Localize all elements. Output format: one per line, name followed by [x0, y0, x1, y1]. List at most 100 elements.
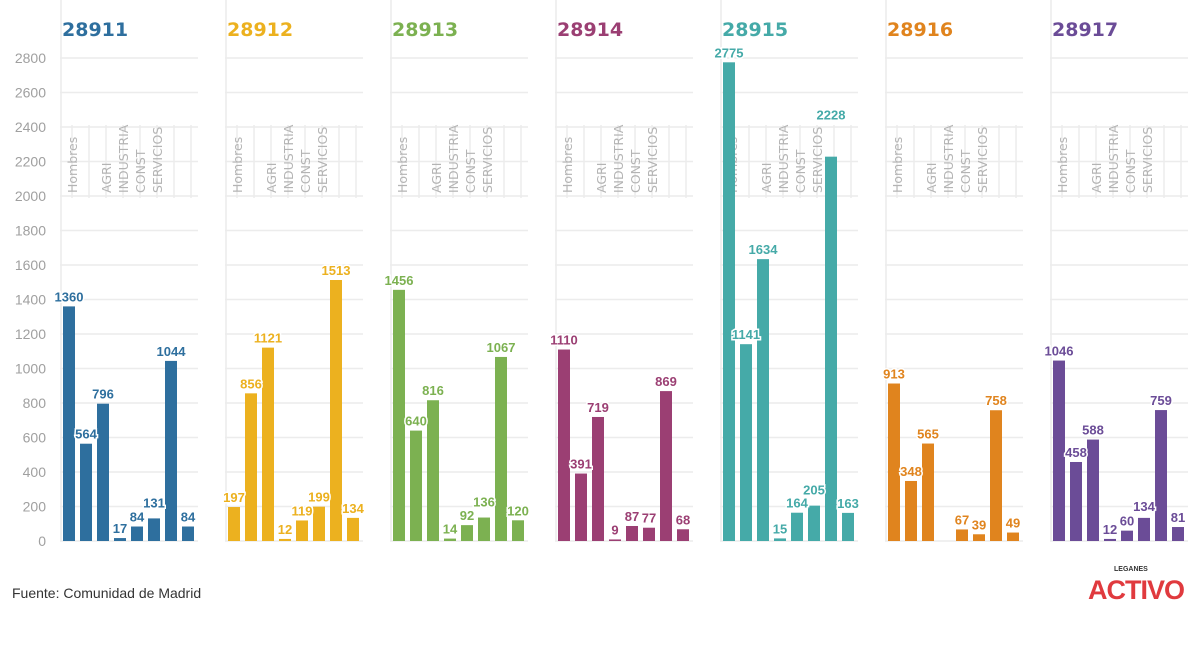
bar — [575, 473, 587, 541]
bar — [626, 525, 638, 541]
bar — [313, 506, 325, 541]
data-label: 84 — [130, 510, 145, 525]
data-label: 87 — [625, 509, 639, 524]
category-label: CONST — [133, 149, 148, 193]
data-label: 2228 — [817, 108, 846, 123]
bar — [990, 410, 1002, 541]
data-label: 719 — [587, 400, 609, 415]
bar — [330, 280, 342, 541]
panel-title: 28914 — [557, 19, 623, 41]
category-label: SERVICIOS — [1140, 127, 1155, 193]
data-label: 1141 — [732, 327, 760, 342]
bar — [1070, 461, 1082, 541]
bar — [347, 517, 359, 541]
y-tick-label: 200 — [23, 499, 47, 515]
data-label: 565 — [917, 427, 939, 442]
data-label: 60 — [1120, 514, 1134, 529]
panel-title: 28916 — [887, 19, 953, 41]
category-label: SERVICIOS — [315, 127, 330, 193]
category-label: INDUSTRIA — [116, 124, 131, 193]
data-label: 1513 — [322, 263, 351, 278]
category-label: SERVICIOS — [645, 127, 660, 193]
bar — [63, 306, 75, 541]
y-tick-label: 600 — [23, 430, 47, 446]
bar — [165, 360, 177, 541]
bar — [723, 62, 735, 541]
bar — [888, 383, 900, 541]
data-label: 1110 — [550, 333, 578, 348]
bar — [1121, 530, 1133, 541]
bar — [905, 480, 917, 541]
category-label: AGRI — [264, 163, 279, 193]
bar — [973, 534, 985, 541]
y-tick-label: 1400 — [15, 292, 46, 308]
y-tick-label: 2200 — [15, 154, 46, 170]
bar — [757, 259, 769, 541]
data-label: 856 — [240, 376, 262, 391]
panel-title: 28911 — [62, 19, 128, 41]
data-label: 759 — [1150, 393, 1172, 408]
category-label: AGRI — [759, 163, 774, 193]
data-label: 68 — [676, 512, 690, 527]
category-label: INDUSTRIA — [941, 124, 956, 193]
category-label: INDUSTRIA — [281, 124, 296, 193]
data-label: 391 — [570, 457, 592, 472]
category-label: CONST — [463, 149, 478, 193]
bar — [1155, 410, 1167, 541]
bar — [495, 356, 507, 541]
category-label: INDUSTRIA — [776, 124, 791, 193]
data-label: 1360 — [55, 289, 84, 304]
data-label: 640 — [405, 414, 427, 429]
bar — [512, 520, 524, 541]
y-tick-label: 1000 — [15, 361, 46, 377]
bar — [1053, 360, 1065, 541]
data-label: 17 — [113, 521, 127, 536]
data-label: 1456 — [385, 273, 414, 288]
panel-title: 28913 — [392, 19, 458, 41]
data-label: 869 — [655, 374, 677, 389]
data-label: 134 — [342, 501, 364, 516]
y-tick-label: 2600 — [15, 85, 46, 101]
data-label: 1121 — [254, 331, 282, 346]
data-label: 164 — [786, 496, 808, 511]
bar — [444, 538, 456, 541]
bar — [592, 416, 604, 541]
y-tick-label: 1200 — [15, 326, 46, 342]
data-label: 77 — [642, 511, 656, 526]
bar — [922, 443, 934, 541]
category-label: Hombres — [560, 137, 575, 193]
bar — [956, 529, 968, 541]
y-tick-label: 2400 — [15, 119, 46, 135]
bar — [791, 512, 803, 541]
data-label: 199 — [308, 490, 330, 505]
activo-leganes-logo: LEGANES ACTIVO — [1088, 566, 1193, 610]
y-tick-label: 1800 — [15, 223, 46, 239]
category-label: Hombres — [890, 137, 905, 193]
data-label: 2775 — [715, 45, 744, 60]
category-label: AGRI — [429, 163, 444, 193]
category-label: Hombres — [1055, 137, 1070, 193]
data-label: 816 — [422, 383, 444, 398]
data-label: 1046 — [1045, 344, 1074, 359]
bar — [558, 349, 570, 541]
panel-title: 28912 — [227, 19, 293, 41]
data-label: 1634 — [749, 242, 779, 257]
category-label: SERVICIOS — [480, 127, 495, 193]
data-label: 205 — [803, 483, 825, 498]
data-label: 84 — [181, 510, 196, 525]
bar — [660, 391, 672, 541]
panel-title: 28917 — [1052, 19, 1118, 41]
bar — [131, 526, 143, 541]
category-label: CONST — [1123, 149, 1138, 193]
category-label: Hombres — [230, 137, 245, 193]
category-label: SERVICIOS — [975, 127, 990, 193]
bar — [740, 344, 752, 541]
y-tick-label: 2000 — [15, 188, 46, 204]
source-note: Fuente: Comunidad de Madrid — [12, 585, 202, 601]
data-label: 758 — [985, 393, 1007, 408]
bar — [228, 507, 240, 541]
data-label: 9 — [611, 522, 618, 537]
bar — [427, 400, 439, 541]
bar — [643, 527, 655, 541]
bar — [279, 538, 291, 541]
